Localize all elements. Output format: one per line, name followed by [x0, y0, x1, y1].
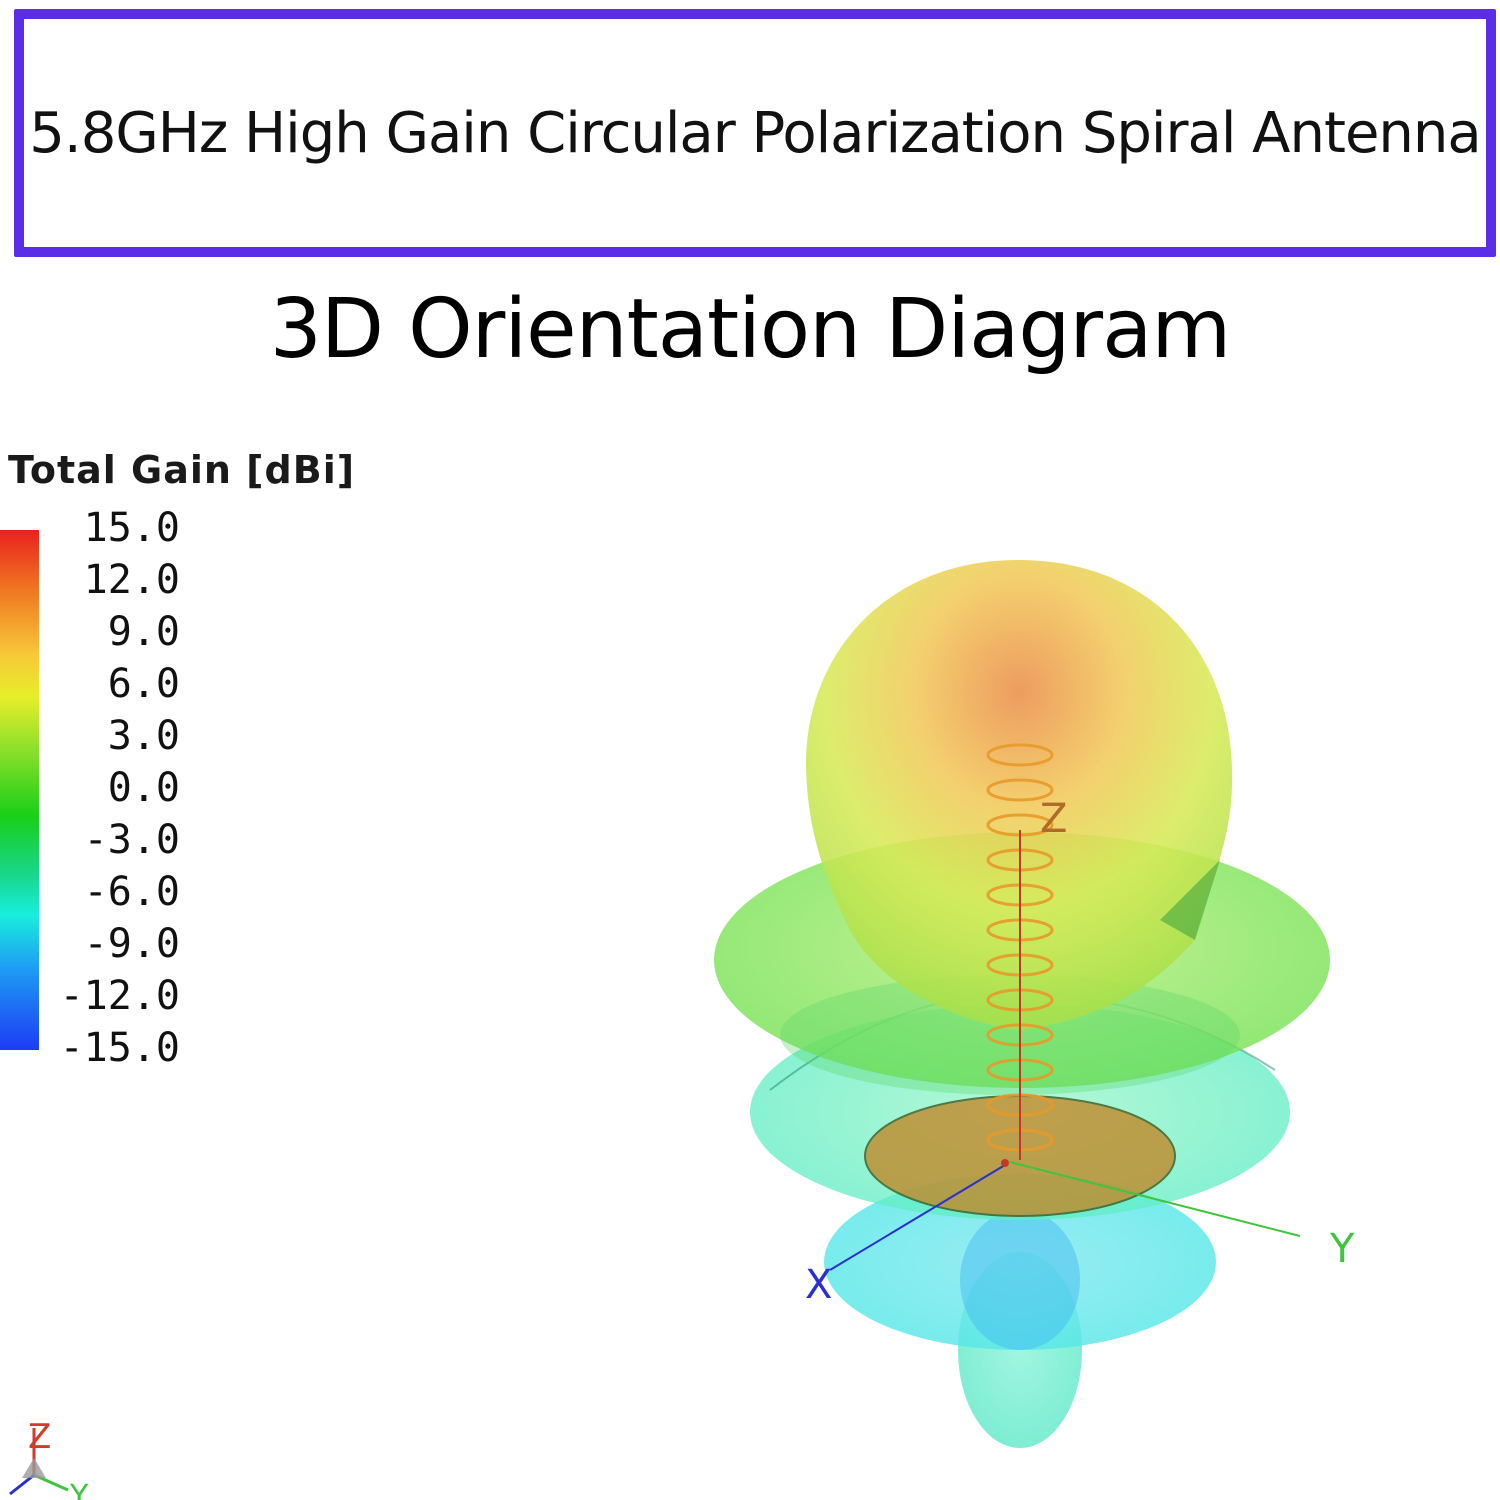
tick-label: 12.0	[83, 557, 180, 603]
gain-colorbar	[0, 530, 39, 1050]
tick-label: 15.0	[83, 505, 180, 551]
diagram-title: 3D Orientation Diagram	[269, 282, 1231, 377]
tick-label: -6.0	[83, 869, 180, 915]
lower-side-lobe	[824, 1174, 1216, 1350]
y-axis-line	[1009, 1161, 1301, 1237]
y-axis-label: Y	[1329, 1226, 1355, 1272]
banner-title: 5.8GHz High Gain Circular Polarization S…	[29, 100, 1481, 166]
tick-label: 3.0	[107, 713, 180, 759]
tick-label: -12.0	[59, 973, 180, 1019]
coordinate-axes: Z X Y	[805, 796, 1355, 1308]
tick-label: 6.0	[107, 661, 180, 707]
triad-y-label: Y	[69, 1479, 89, 1500]
main-lobe	[806, 560, 1233, 1030]
tick-label: -3.0	[83, 817, 180, 863]
tick-label: -9.0	[83, 921, 180, 967]
tick-label: 9.0	[107, 609, 180, 655]
x-axis-line	[829, 1164, 1006, 1271]
orientation-triad: Z Y	[9, 1417, 89, 1500]
z-axis-label: Z	[1040, 796, 1067, 842]
colorbar-title: Total Gain [dBi]	[8, 448, 356, 492]
tick-label: 0.0	[107, 765, 180, 811]
triad-z-label: Z	[28, 1417, 51, 1457]
tick-label: -15.0	[59, 1025, 180, 1071]
x-axis-label: X	[805, 1262, 832, 1308]
title-banner: 5.8GHz High Gain Circular Polarization S…	[14, 9, 1496, 257]
